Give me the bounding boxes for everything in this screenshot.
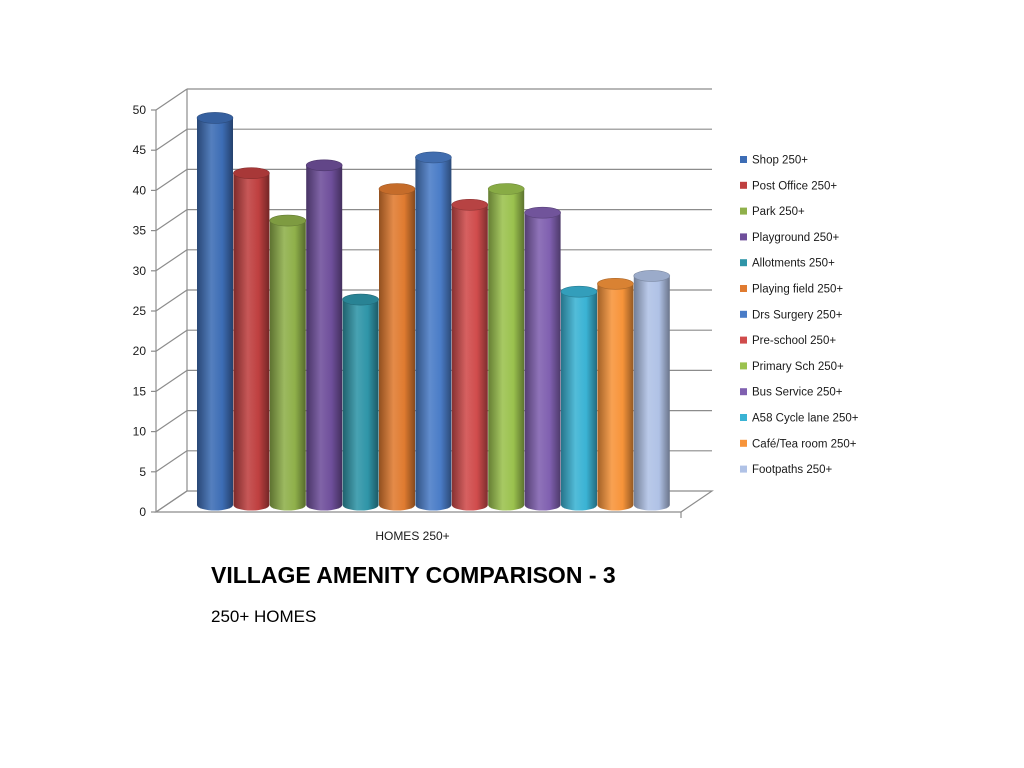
bar-body bbox=[597, 283, 634, 511]
grid-side-line bbox=[155, 329, 188, 352]
legend-swatch bbox=[740, 156, 747, 163]
y-tick-label: 5 bbox=[139, 465, 146, 479]
legend-label: Drs Surgery 250+ bbox=[752, 309, 843, 321]
y-tick-label: 0 bbox=[139, 505, 146, 519]
legend-swatch bbox=[740, 207, 747, 215]
grid-side-line bbox=[155, 249, 188, 272]
legend-label: A58 Cycle lane 250+ bbox=[752, 413, 859, 425]
grid-side-line bbox=[155, 289, 188, 312]
bar-top bbox=[378, 183, 416, 195]
legend-label: Shop 250+ bbox=[752, 155, 808, 167]
bar-allotments-250 bbox=[342, 293, 379, 511]
bar-drs-surgery-250 bbox=[415, 151, 452, 511]
grid-side-line bbox=[155, 88, 188, 111]
bar-body bbox=[524, 212, 561, 511]
bar-top bbox=[451, 199, 489, 211]
grid-side-line bbox=[155, 450, 188, 473]
legend-label: Post Office 250+ bbox=[752, 180, 837, 192]
legend-swatch bbox=[740, 259, 747, 267]
bar-top bbox=[269, 214, 307, 227]
legend-swatch bbox=[740, 336, 747, 344]
bar-body bbox=[451, 204, 488, 511]
chart-legend: Shop 250+ Post Office 250+ Park 250+ Playgr… bbox=[740, 155, 859, 476]
slide-subtitle: 250+ HOMES bbox=[211, 607, 317, 626]
bar-body bbox=[269, 220, 306, 511]
bar-a58-cycle-lane-250 bbox=[560, 285, 598, 511]
bar-top bbox=[560, 285, 598, 298]
legend-swatch bbox=[740, 181, 747, 189]
legend-label: Bus Service 250+ bbox=[752, 387, 843, 399]
grid-side-line bbox=[155, 209, 188, 232]
legend-swatch bbox=[740, 362, 747, 370]
legend-swatch bbox=[740, 310, 747, 318]
legend-swatch bbox=[740, 439, 747, 447]
legend-label: Playground 250+ bbox=[752, 232, 840, 244]
bar-top bbox=[633, 270, 671, 282]
bar-body bbox=[379, 189, 415, 511]
bar-top bbox=[597, 277, 634, 290]
y-tick-label: 40 bbox=[133, 183, 147, 197]
legend-swatch bbox=[740, 414, 747, 421]
bar-body bbox=[197, 117, 233, 511]
legend-swatch bbox=[740, 285, 747, 292]
bar-primary-sch-250 bbox=[487, 183, 525, 511]
y-tick-label: 20 bbox=[133, 344, 147, 358]
bar-bus-service-250 bbox=[524, 206, 561, 511]
legend-label: Primary Sch 250+ bbox=[752, 361, 844, 373]
legend-swatch bbox=[740, 233, 747, 241]
bar-top bbox=[524, 206, 561, 219]
legend-label: Pre-school 250+ bbox=[752, 335, 836, 347]
bar-body bbox=[633, 275, 670, 511]
legend-label: Park 250+ bbox=[752, 206, 805, 218]
legend-swatch bbox=[740, 388, 747, 396]
bar-top bbox=[233, 167, 270, 179]
y-tick-label: 45 bbox=[133, 143, 147, 157]
bar-top bbox=[342, 293, 379, 306]
bar-body bbox=[415, 157, 452, 511]
slide-title: VILLAGE AMENITY COMPARISON - 3 bbox=[211, 562, 616, 588]
bar-body bbox=[488, 189, 525, 511]
bar-playing-field-250 bbox=[378, 183, 416, 511]
y-tick-label: 30 bbox=[133, 264, 147, 278]
y-tick-label: 25 bbox=[133, 304, 147, 318]
bar-body bbox=[342, 299, 379, 511]
chart-bars bbox=[196, 112, 671, 511]
bar-top bbox=[487, 183, 525, 195]
bar-post-office-250 bbox=[233, 167, 270, 511]
bar-pre-school-250 bbox=[451, 199, 489, 511]
bar-top bbox=[196, 112, 234, 124]
grid-side-line bbox=[155, 369, 188, 392]
bar-top bbox=[305, 159, 343, 172]
legend-label: Footpaths 250+ bbox=[752, 464, 833, 476]
legend-swatch bbox=[740, 465, 747, 473]
grid-side-line bbox=[155, 410, 188, 433]
legend-label: Playing field 250+ bbox=[752, 284, 843, 296]
bar-footpaths-250 bbox=[633, 270, 671, 511]
chart-floor bbox=[154, 490, 714, 513]
bar-caf-tea-room-250 bbox=[597, 277, 634, 511]
legend-label: Café/Tea room 250+ bbox=[752, 438, 857, 450]
grid-side-line bbox=[155, 168, 188, 191]
bar-body bbox=[233, 173, 270, 511]
bar-body bbox=[306, 165, 343, 511]
bar-shop-250 bbox=[196, 112, 234, 511]
bar-body bbox=[561, 291, 597, 511]
bar-top bbox=[415, 151, 452, 164]
legend-label: Allotments 250+ bbox=[752, 258, 835, 270]
y-tick-label: 15 bbox=[133, 384, 147, 398]
y-tick-label: 35 bbox=[133, 224, 147, 238]
x-tick-label: HOMES 250+ bbox=[375, 529, 449, 543]
bar-playground-250 bbox=[305, 159, 343, 511]
y-tick-label: 50 bbox=[133, 103, 147, 117]
bar-park-250 bbox=[269, 214, 307, 511]
grid-side-line bbox=[155, 128, 188, 151]
y-tick-label: 10 bbox=[133, 425, 147, 439]
